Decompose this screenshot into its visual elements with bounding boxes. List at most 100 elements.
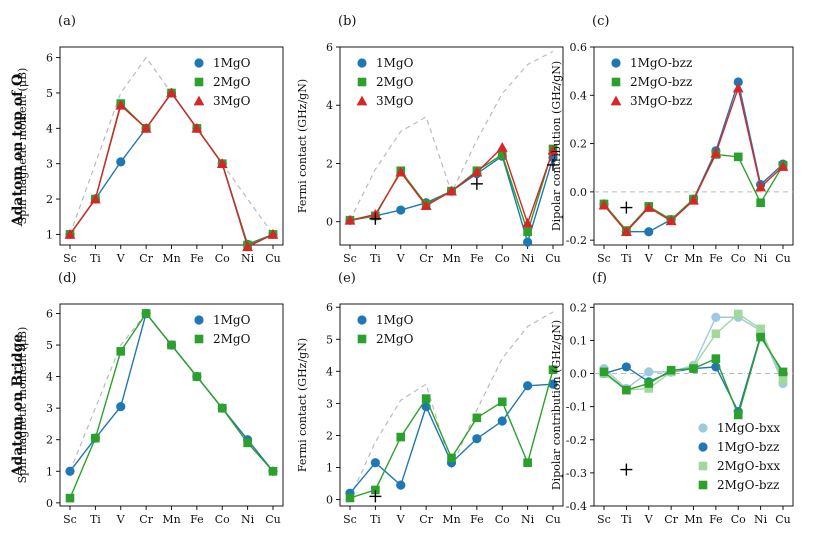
panel-f-label: (f) bbox=[592, 271, 607, 286]
panel-b-series-3mgo-point bbox=[496, 142, 508, 152]
panel-f-ytick-label: -0.2 bbox=[566, 434, 587, 447]
panel-d-series-2mgo-point bbox=[268, 466, 278, 476]
panel-e-series-2mgo-line bbox=[349, 369, 554, 499]
panel-a-series-3mgo-point bbox=[267, 228, 279, 239]
panel-d-xtick-label: Sc bbox=[63, 513, 77, 526]
panel-b-label: (b) bbox=[338, 14, 356, 29]
panel-c-ytick-label: 0.0 bbox=[570, 186, 588, 199]
panel-d-ytick-label: 6 bbox=[46, 307, 53, 320]
panel-e-legend-label: 2MgO bbox=[376, 332, 414, 346]
panel-b-series-2mgo-point bbox=[497, 150, 507, 160]
panel-e-series-1mgo-point bbox=[523, 381, 533, 391]
panel-b-legend-marker bbox=[356, 95, 368, 106]
panel-b: (b) Fermi contact (GHz/gN) 0 2 4 6 Sc Ti V Cr Mn Fe… bbox=[296, 14, 564, 265]
panel-c-xtick-label: Sc bbox=[597, 252, 611, 265]
panel-c: (c) Dipolar contribution (GHz/gN)-0.2 0.0 0… bbox=[550, 14, 794, 265]
panel-b-legend-label: 2MgO bbox=[376, 75, 414, 89]
panel-f-ytick-label: 0.1 bbox=[570, 334, 588, 347]
panel-d-ylabel: Spin magnetic moment (μB) bbox=[16, 327, 29, 484]
panel-e-legend-label: 1MgO bbox=[376, 313, 414, 327]
panel-b-cross-marker bbox=[369, 212, 382, 225]
panel-a-ytick-label: 4 bbox=[46, 122, 53, 135]
panel-d-xtick-label: Fe bbox=[190, 513, 204, 526]
panel-f-ytick-label: 0.0 bbox=[570, 368, 588, 381]
panel-b-series-3mgo-point bbox=[471, 166, 483, 177]
panel-c-xtick-label: Cr bbox=[664, 252, 678, 265]
panel-c-series-3mgo-bzz-point bbox=[732, 82, 744, 93]
panel-f-series-2mgo-bzz-point bbox=[689, 364, 698, 373]
panel-b-xtick-label: Mn bbox=[442, 252, 460, 265]
panel-e-series-1mgo-point bbox=[472, 434, 482, 444]
panel-b-ylabel: Fermi contact (GHz/gN) bbox=[296, 79, 309, 213]
panel-d: (d) Spin magnetic moment (μB) 0 1 2 3 4 5 6 Sc Ti V… bbox=[16, 271, 284, 526]
panel-f-ytick-label: -0.4 bbox=[566, 500, 587, 513]
panel-c-series-3mgo-bzz-line bbox=[603, 85, 784, 233]
panel-e-axes-frame bbox=[339, 303, 564, 507]
panel-b-legend-marker bbox=[357, 58, 367, 68]
panel-e-xtick-label: Sc bbox=[343, 513, 357, 526]
panel-a-xtick-label: Co bbox=[215, 252, 230, 265]
panel-e-series-2mgo-point bbox=[523, 458, 532, 468]
panel-e-series-1mgo-line bbox=[349, 383, 554, 494]
panel-a-series-3mgo-point bbox=[89, 193, 101, 204]
panel-f-series-2mgo-bzz-point bbox=[711, 354, 721, 363]
panel-d-ytick-label: 3 bbox=[46, 402, 53, 415]
panel-a-series-3mgo-point bbox=[191, 122, 203, 133]
panel-c-ytick-label: -0.2 bbox=[566, 234, 587, 247]
panel-d-series-1mgo-point bbox=[65, 466, 75, 476]
panel-a-ytick-label: 5 bbox=[46, 87, 53, 100]
panel-f-legend-label: 1MgO-bzz bbox=[717, 440, 779, 454]
panel-e-xtick-label: Mn bbox=[442, 513, 460, 526]
panel-c-xtick-label: Ti bbox=[621, 252, 632, 265]
panel-c-series-3mgo-bzz-point bbox=[688, 194, 699, 205]
panel-c-ylabel: Dipolar contribution (GHz/gN) bbox=[550, 61, 563, 231]
panel-f-xtick-label: Ni bbox=[754, 513, 768, 526]
panel-c-legend-marker bbox=[611, 58, 621, 68]
panel-a-ylabel: Spin magnetic moment (μB) bbox=[16, 68, 29, 225]
panel-f-xtick-label: Cr bbox=[664, 513, 678, 526]
panel-d-xtick-label: Cu bbox=[265, 513, 281, 526]
panel-d-series-2mgo-point bbox=[141, 309, 151, 318]
panel-e-ytick-label: 3 bbox=[326, 397, 333, 410]
panel-a-legend-marker bbox=[193, 95, 205, 106]
panel-e-reference-dashed-line bbox=[349, 311, 554, 499]
panel-d-xtick-label: Ni bbox=[241, 513, 255, 526]
panel-b-xtick-label: Ti bbox=[370, 252, 381, 265]
panel-c-xtick-label: V bbox=[644, 252, 654, 265]
panel-f-legend-label: 2MgO-bxx bbox=[717, 459, 780, 473]
panel-f-xtick-label: Mn bbox=[684, 513, 702, 526]
panel-a-series-3mgo-point bbox=[166, 87, 177, 98]
panel-f-xtick-label: Cu bbox=[775, 513, 791, 526]
panel-c-axes-frame bbox=[593, 46, 794, 246]
panel-b-ytick-label: 6 bbox=[326, 41, 333, 54]
panel-f-legend-label: 2MgO-bzz bbox=[717, 478, 779, 492]
panel-e-series-2mgo-point bbox=[421, 394, 431, 403]
panel-f-xtick-label: V bbox=[644, 513, 654, 526]
panel-a-ytick-label: 6 bbox=[46, 52, 53, 65]
panel-e-ytick-label: 6 bbox=[326, 301, 333, 314]
panel-f-legend-marker bbox=[698, 442, 708, 452]
panel-e-ytick-label: 0 bbox=[326, 494, 333, 507]
panel-b-xtick-label: Ni bbox=[521, 252, 535, 265]
panel-c-xtick-label: Co bbox=[731, 252, 746, 265]
panel-f-series-2mgo-bxx-point bbox=[711, 329, 721, 339]
panel-e-xtick-label: Ti bbox=[370, 513, 381, 526]
panel-b-series-3mgo-point bbox=[420, 200, 432, 211]
panel-c-xtick-label: Mn bbox=[684, 252, 702, 265]
panel-a-series-3mgo-point bbox=[216, 158, 228, 168]
panel-f-series-1mgo-bxx-point bbox=[711, 312, 721, 322]
panel-c-legend-label: 3MgO-bzz bbox=[630, 94, 692, 108]
panel-a-series-1mgo-line bbox=[69, 91, 274, 246]
panel-b-series-2mgo-point bbox=[523, 227, 532, 237]
panel-b-series-1mgo-line bbox=[349, 155, 554, 245]
panel-e-cross-marker bbox=[369, 490, 382, 503]
panel-d-series-2mgo-point bbox=[243, 438, 252, 448]
panel-f-series-2mgo-bzz-point bbox=[733, 410, 743, 420]
panel-d-xtick-label: Mn bbox=[162, 513, 180, 526]
panel-f-xtick-label: Ti bbox=[621, 513, 632, 526]
panel-f-xtick-label: Fe bbox=[709, 513, 723, 526]
panel-c-xtick-label: Fe bbox=[709, 252, 723, 265]
panel-b-series-3mgo-point bbox=[547, 144, 559, 155]
